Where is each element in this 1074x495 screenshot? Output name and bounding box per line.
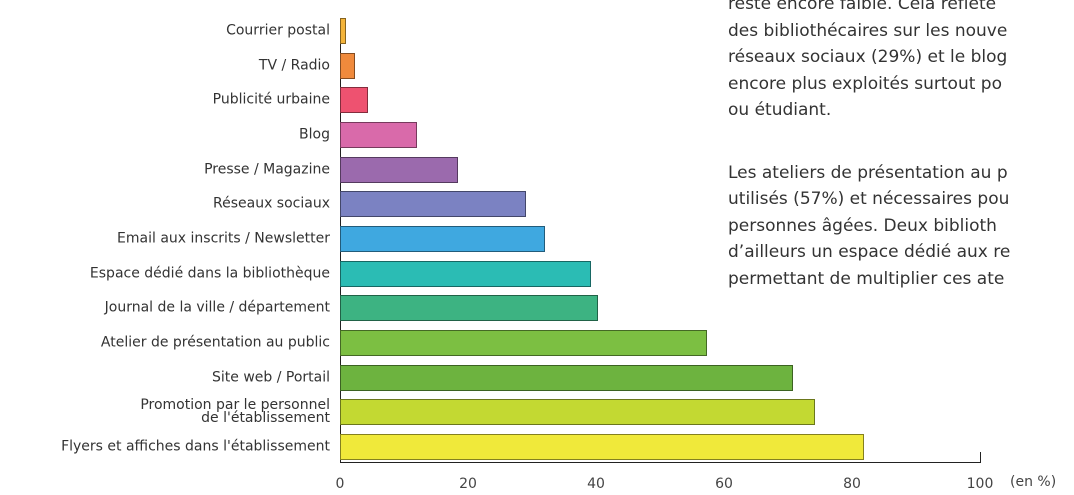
text-line: utilisés (57%) et nécessaires pou [728, 189, 1010, 209]
text-line: personnes âgées. Deux biblioth [728, 215, 997, 236]
y-tick-label: TV / Radio [258, 57, 330, 74]
bar [340, 87, 369, 114]
y-tick-label: Atelier de présentation au public [100, 334, 330, 351]
text-line: encore plus exploités surtout po [728, 73, 1002, 94]
y-tick-label: Blog [299, 126, 330, 143]
text-line: des bibliothécaires sur les nouve [728, 20, 1008, 41]
y-tick-label: Promotion par le personnel de l'établiss… [140, 397, 330, 427]
x-tick-label: 20 [459, 476, 477, 492]
bar [340, 295, 598, 322]
text-line: réseaux sociaux (29%) et le blog [728, 47, 1008, 67]
y-tick-label: Journal de la ville / département [104, 299, 330, 316]
bar [340, 156, 458, 183]
x-tick-label: 100 [966, 476, 994, 492]
bar [340, 18, 347, 44]
bar [340, 260, 591, 287]
text-line: d’ailleurs un espace dédié aux re [728, 242, 1011, 262]
x-tick-label: 0 [335, 476, 345, 492]
bar [340, 364, 794, 391]
y-tick-label: Email aux inscrits / Newsletter [117, 230, 330, 247]
y-tick-label: Espace dédié dans la bibliothèque [89, 265, 330, 282]
spacer [728, 124, 1074, 160]
bar [340, 52, 355, 79]
bar [340, 191, 526, 218]
text-line: ou étudiant. [728, 100, 832, 120]
axis-end-tick [980, 452, 981, 462]
y-tick-label: Courrier postal [226, 22, 330, 39]
bar [340, 122, 417, 148]
x-tick-label: 80 [843, 476, 861, 492]
text-line: permettant de multiplier ces ate [728, 268, 1005, 289]
text-line: reste encore faible. Cela reflète [728, 0, 997, 14]
y-tick-label: Flyers et affiches dans l'établissement [61, 438, 330, 455]
bar [340, 434, 865, 461]
x-axis [340, 462, 981, 463]
x-axis-label: (en %) [1010, 474, 1057, 490]
y-tick-label: Publicité urbaine [212, 91, 330, 108]
bar [340, 330, 707, 357]
x-tick-label: 40 [587, 476, 605, 492]
text-line: Les ateliers de présentation au p [728, 162, 1008, 183]
bar [340, 226, 545, 253]
y-tick-label: Réseaux sociaux [213, 195, 330, 212]
y-tick-label: Presse / Magazine [204, 161, 330, 178]
paragraphs: reste encore faible. Cela reflète des bib… [728, 0, 1074, 292]
x-tick-label: 60 [715, 476, 733, 492]
bar [340, 399, 815, 426]
y-tick-label: Site web / Portail [211, 369, 330, 386]
